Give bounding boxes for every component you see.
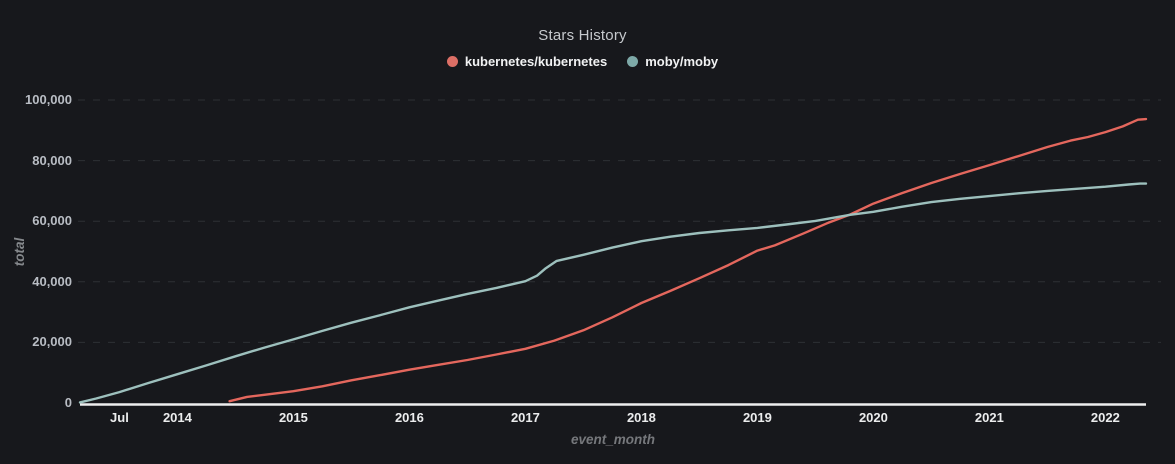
y-axis-title: total: [12, 237, 27, 267]
y-tick-label: 80,000: [32, 152, 72, 168]
legend-item-kubernetes[interactable]: kubernetes/kubernetes: [446, 54, 608, 69]
x-tick-label: 2018: [626, 410, 656, 425]
x-axis-title: event_month: [570, 432, 655, 447]
x-tick-label: 2014: [162, 410, 192, 425]
y-tick-label: 0: [64, 395, 72, 410]
series-line-kubernetes: [228, 117, 1148, 403]
chart-legend: kubernetes/kubernetes moby/moby: [0, 54, 1165, 69]
series-line-moby: [78, 182, 1148, 404]
x-tick-label: 2015: [278, 410, 308, 425]
y-tick-label: 20,000: [32, 334, 72, 350]
legend-item-moby[interactable]: moby/moby: [627, 54, 718, 69]
x-tick-label: 2020: [858, 410, 888, 425]
legend-dot-icon: [627, 56, 639, 67]
x-tick-label: 2016: [394, 410, 424, 425]
x-tick-label: 2019: [742, 410, 772, 425]
x-tick-label: 2022: [1090, 410, 1120, 425]
chart-title: Stars History: [538, 27, 627, 44]
y-tick-label: 40,000: [32, 273, 72, 289]
x-tick-label: Jul: [110, 410, 129, 425]
y-tick-label: 60,000: [32, 213, 72, 229]
x-tick-label: 2021: [974, 410, 1004, 425]
x-tick-label: 2017: [510, 410, 540, 425]
legend-dot-icon: [446, 56, 458, 67]
y-tick-label: 100,000: [25, 92, 72, 107]
legend-label: kubernetes/kubernetes: [464, 54, 608, 69]
legend-label: moby/moby: [645, 54, 719, 69]
